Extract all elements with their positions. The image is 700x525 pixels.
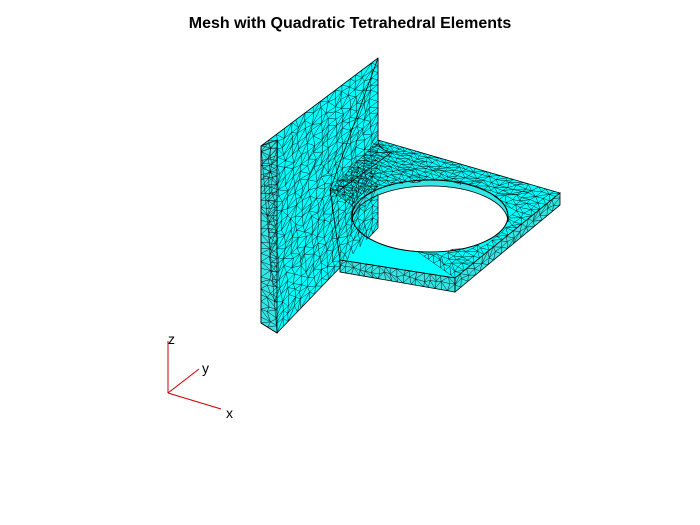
mesh-edges [339, 259, 456, 291]
mesh-edges [329, 139, 561, 279]
triad-y-label: y [202, 360, 209, 376]
plot-title: Mesh with Quadratic Tetrahedral Elements [188, 15, 512, 32]
mesh-triangulation [260, 57, 561, 334]
axes-triad: z y x [167, 331, 233, 421]
mesh-edges [454, 192, 561, 292]
mesh-edges [260, 139, 278, 328]
triad-x-axis [167, 392, 222, 410]
triad-x-label: x [226, 405, 233, 421]
mesh-edges [260, 57, 379, 334]
mesh-body [260, 57, 561, 334]
triad-z-label: z [168, 331, 175, 347]
triad-y-axis [167, 368, 200, 394]
